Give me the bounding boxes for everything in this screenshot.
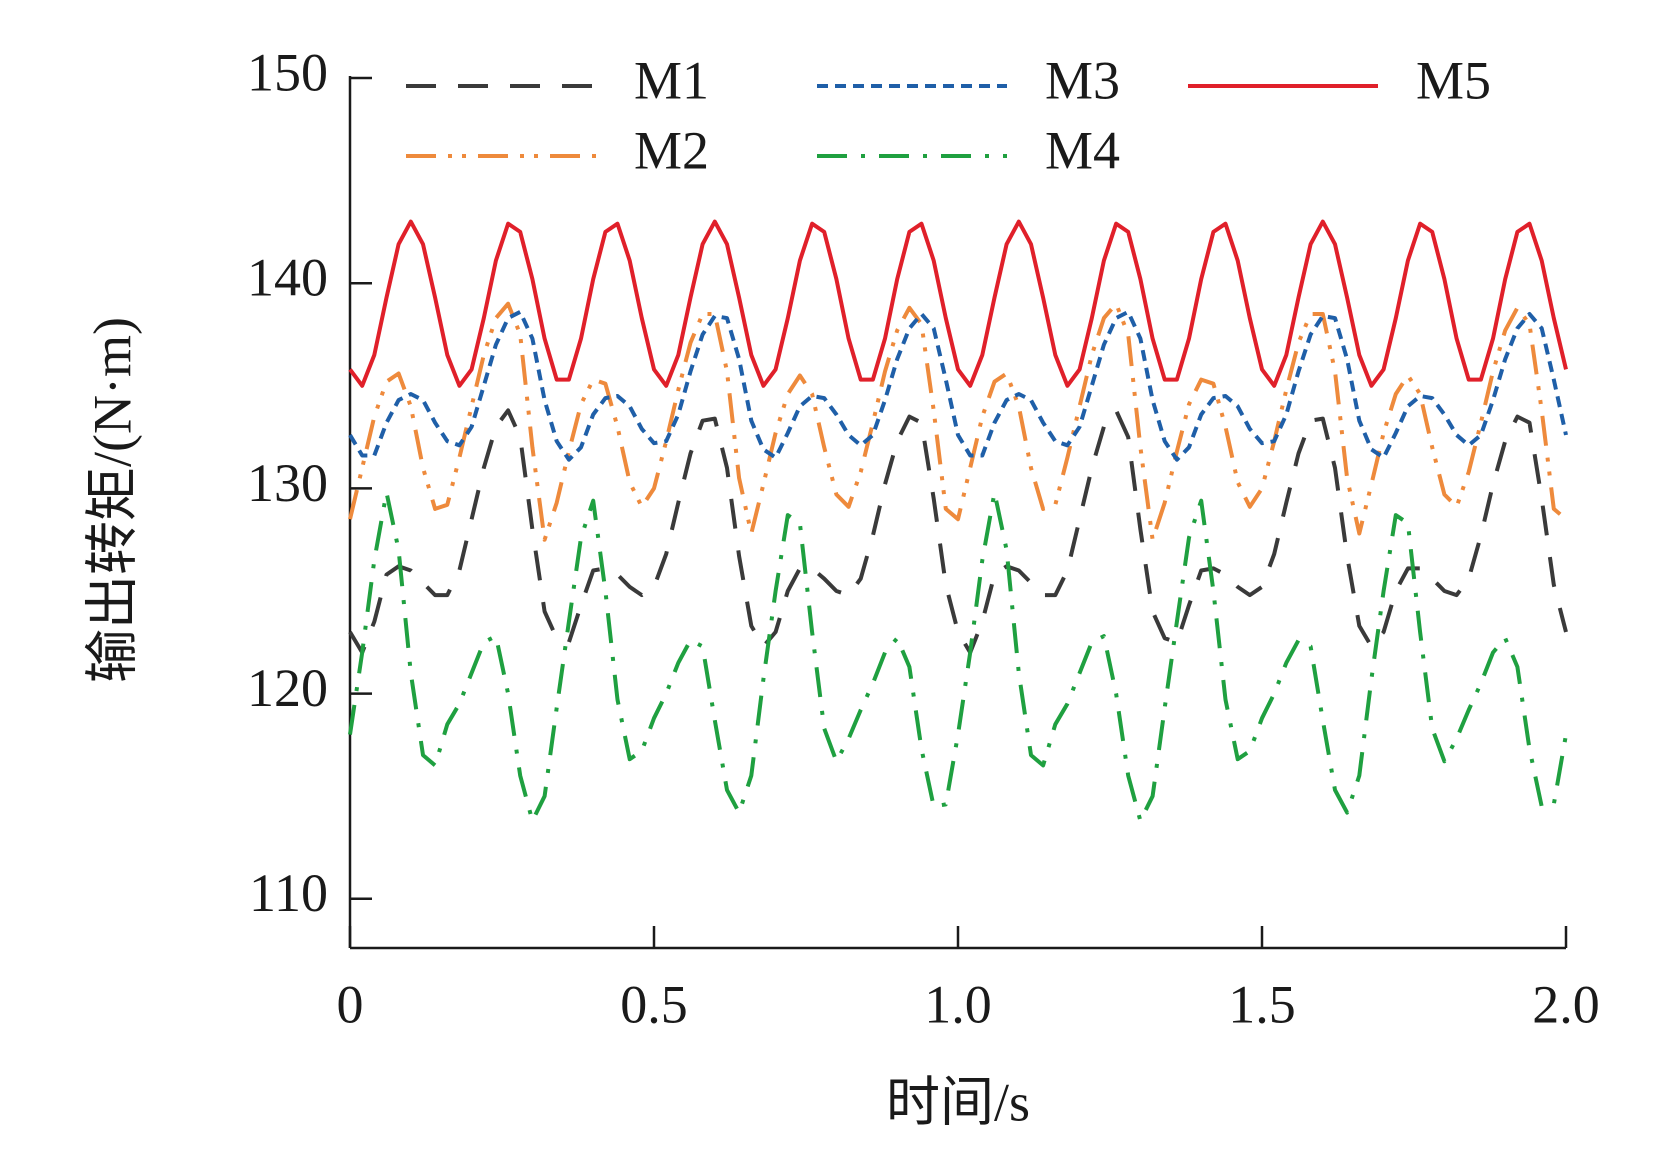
y-tick-label: 130 [247,453,328,513]
y-tick-label: 110 [249,863,328,923]
x-tick-label: 1.5 [1228,974,1296,1034]
legend-label: M5 [1416,50,1491,110]
x-tick-label: 0 [337,974,364,1034]
series-line [348,309,1568,462]
x-tick-label: 2.0 [1532,974,1600,1034]
series-line [348,490,1568,823]
y-tick-label: 140 [247,248,328,308]
legend-label: M2 [634,120,709,180]
x-tick-label: 1.0 [924,974,992,1034]
series-line [348,219,1568,388]
x-tick-label: 0.5 [620,974,688,1034]
series-line [348,301,1568,542]
y-tick-label: 150 [247,42,328,102]
legend-label: M4 [1045,120,1120,180]
series-line [348,408,1568,655]
y-axis-title: 输出转矩/(N·m) [82,317,142,683]
legend-label: M3 [1045,50,1120,110]
legend-label: M1 [634,50,709,110]
x-axis-title: 时间/s [886,1072,1030,1132]
y-tick-label: 120 [247,658,328,718]
